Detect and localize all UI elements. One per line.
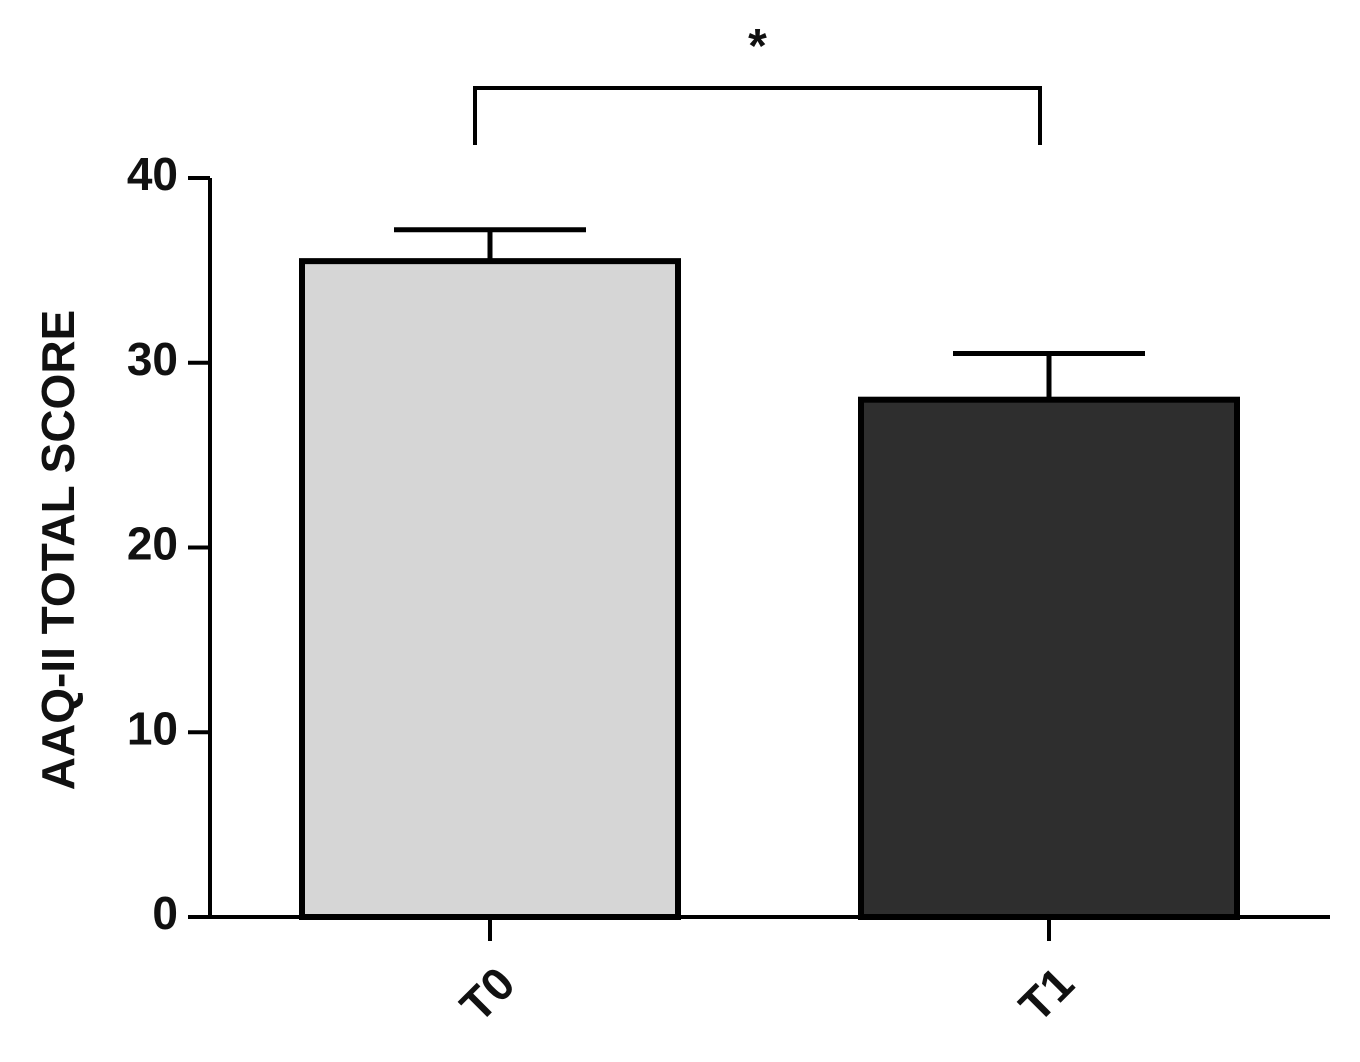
y-tick-label: 20 <box>127 518 178 570</box>
significance-bracket <box>473 86 1042 145</box>
y-tick-label: 10 <box>127 702 178 754</box>
y-tick-label: 0 <box>152 887 178 939</box>
bar <box>858 396 1240 920</box>
significance-mark: * <box>748 20 767 73</box>
x-tick-label: T0 <box>450 957 525 1032</box>
x-tick-label: T1 <box>1009 957 1084 1032</box>
y-axis-label: AAQ-II TOTAL SCORE <box>32 310 84 790</box>
y-tick-label: 40 <box>127 148 178 200</box>
y-tick-label: 30 <box>127 333 178 385</box>
bar <box>299 258 681 920</box>
